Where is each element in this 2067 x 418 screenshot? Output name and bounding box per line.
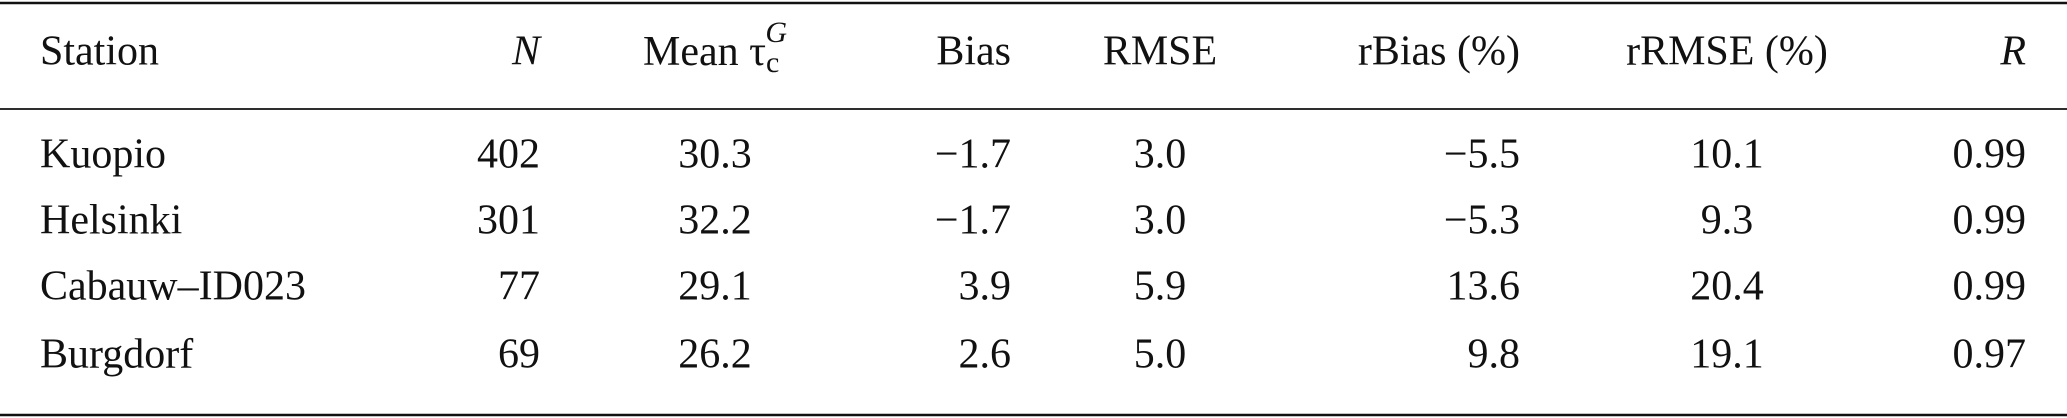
cell: 0.99 bbox=[1953, 132, 2027, 178]
cell: 9.3 bbox=[1701, 198, 1754, 244]
cell: −1.7 bbox=[935, 132, 1011, 178]
header-cell: R bbox=[1999, 29, 2026, 75]
cell: 10.1 bbox=[1690, 132, 1764, 178]
cell: 13.6 bbox=[1447, 264, 1521, 310]
cell: 0.99 bbox=[1953, 198, 2027, 244]
header-cell: Station bbox=[40, 29, 159, 75]
cell: 0.99 bbox=[1953, 264, 2027, 310]
cell: 32.2 bbox=[678, 198, 752, 244]
cell: −5.5 bbox=[1444, 132, 1520, 178]
cell: 5.0 bbox=[1134, 332, 1187, 378]
cell: 2.6 bbox=[959, 332, 1012, 378]
cell: 3.0 bbox=[1134, 198, 1187, 244]
station-name: Helsinki bbox=[40, 198, 182, 244]
cell: 19.1 bbox=[1690, 332, 1764, 378]
station-name: Kuopio bbox=[40, 132, 166, 178]
cell: 26.2 bbox=[678, 332, 752, 378]
cell: 3.0 bbox=[1134, 132, 1187, 178]
cell: −5.3 bbox=[1444, 198, 1520, 244]
cell: 301 bbox=[477, 198, 540, 244]
header-cell: rRMSE (%) bbox=[1626, 29, 1828, 75]
cell: 5.9 bbox=[1134, 264, 1187, 310]
cell: 30.3 bbox=[678, 132, 752, 178]
header-cell: N bbox=[511, 29, 542, 75]
subscript: c bbox=[766, 46, 779, 79]
cell: 402 bbox=[477, 132, 540, 178]
station-name: Cabauw–ID023 bbox=[40, 264, 306, 310]
header-cell: Mean τcG bbox=[643, 16, 787, 79]
header-text: Mean τ bbox=[643, 29, 766, 75]
cell: 9.8 bbox=[1468, 332, 1521, 378]
cell: 20.4 bbox=[1690, 264, 1764, 310]
header-cell: rBias (%) bbox=[1358, 29, 1520, 75]
cell: 29.1 bbox=[678, 264, 752, 310]
cell: 0.97 bbox=[1953, 332, 2027, 378]
station-name: Burgdorf bbox=[40, 332, 193, 378]
header-cell: Bias bbox=[936, 29, 1011, 75]
cell: 3.9 bbox=[959, 264, 1012, 310]
header-cell: RMSE bbox=[1103, 29, 1217, 75]
cell: 69 bbox=[498, 332, 540, 378]
cell: 77 bbox=[498, 264, 540, 310]
cell: −1.7 bbox=[935, 198, 1011, 244]
superscript: G bbox=[765, 16, 787, 49]
